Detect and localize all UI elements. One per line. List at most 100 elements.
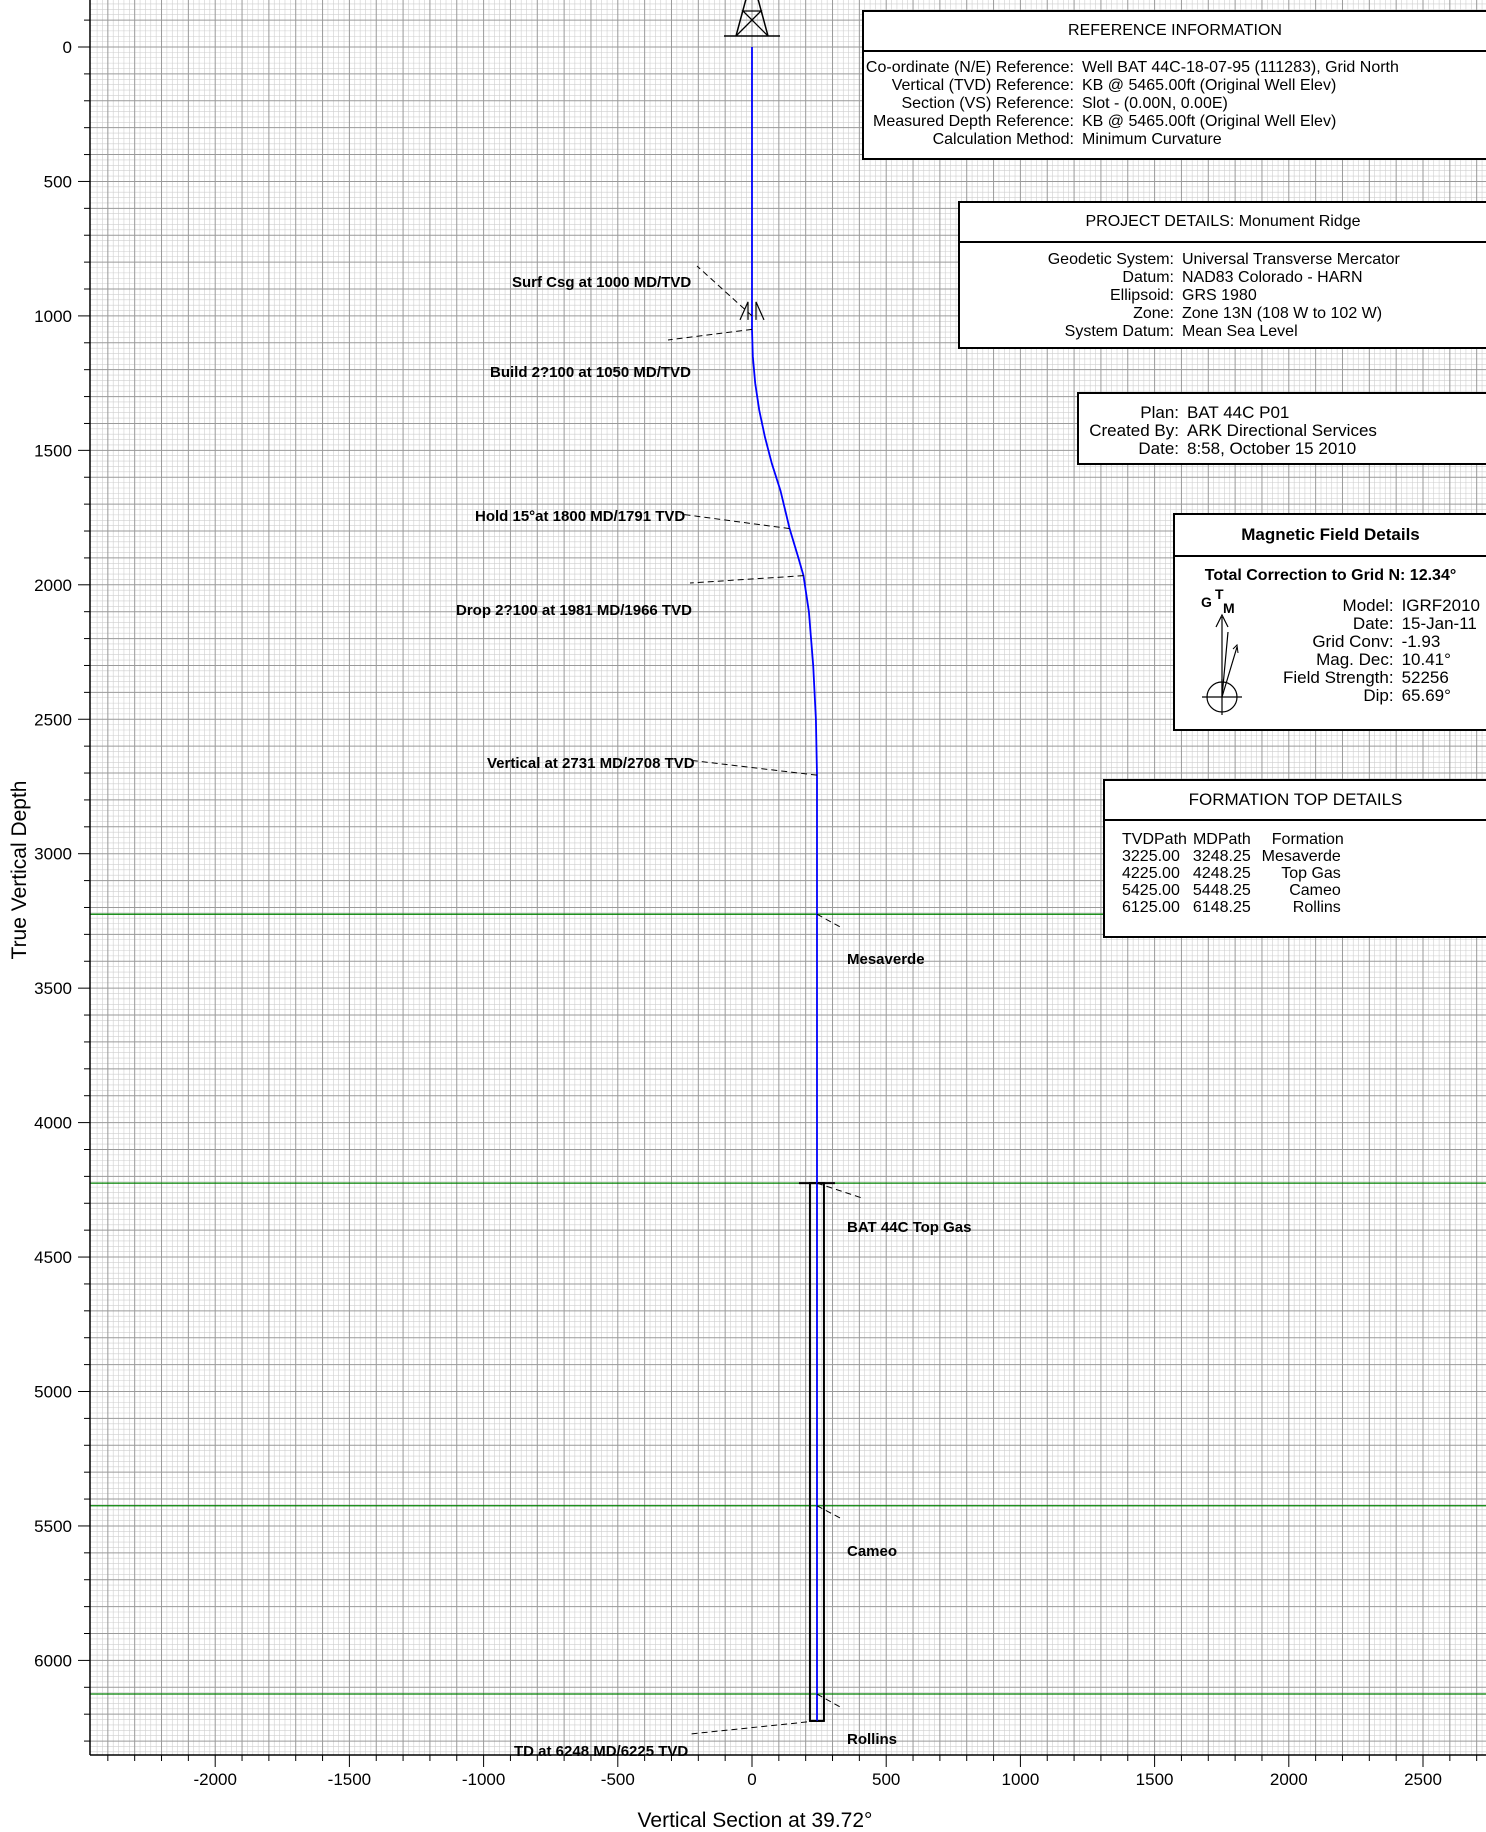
y-axis-title: True Vertical Depth [8, 781, 31, 960]
formation-top-cell: 5448.25 [1192, 882, 1251, 899]
y-tick-label: 3500 [34, 979, 72, 998]
x-tick-label: -2000 [193, 1770, 236, 1789]
magnetic-field-title: Magnetic Field Details [1175, 515, 1486, 557]
magnetic-field-box: Magnetic Field Details Total Correction … [1173, 513, 1486, 731]
derrick-brace [735, 10, 769, 37]
info-key: Zone: [1133, 305, 1174, 322]
info-key: Field Strength: [1283, 668, 1394, 687]
formation-top-row: 3225.00 3248.25 Mesaverde [1119, 848, 1344, 865]
x-tick-label: -1000 [462, 1770, 505, 1789]
info-row: Created By: ARK Directional Services [1079, 422, 1486, 440]
info-row: Calculation Method: Minimum Curvature [864, 131, 1486, 149]
info-key: Ellipsoid: [1109, 287, 1174, 304]
annotation-label: TD at 6248 MD/6225 TVD [514, 1743, 689, 1760]
surface-casing-shoe-right [755, 301, 765, 321]
x-tick-label: 500 [872, 1770, 900, 1789]
info-value: GRS 1980 [1182, 287, 1257, 304]
info-key: Calculation Method: [932, 131, 1074, 148]
info-value: 10.41° [1401, 650, 1451, 669]
y-tick-label: 3000 [34, 845, 72, 864]
info-key: Created By: [1089, 421, 1179, 440]
magnetic-field-rows: Model: IGRF2010 Date: 15-Jan-11 Grid Conv: -1… [1270, 597, 1480, 705]
formation-lines [90, 913, 1486, 1695]
info-value: 65.69° [1401, 686, 1451, 705]
annotation-label: Hold 15°at 1800 MD/1791 TVD [475, 508, 686, 525]
info-value: Slot - (0.00N, 0.00E) [1082, 95, 1228, 112]
info-value: 15-Jan-11 [1401, 614, 1477, 633]
info-row: Plan: BAT 44C P01 [1079, 404, 1486, 422]
axes: 0500100015002000250030003500400045005000… [34, 0, 1486, 1789]
formation-top-cell: Cameo [1289, 882, 1341, 899]
y-tick-label: 2000 [34, 576, 72, 595]
info-key: Grid Conv: [1312, 632, 1394, 651]
annotation-label: Build 2?100 at 1050 MD/TVD [490, 364, 691, 381]
info-row: Model: IGRF2010 [1270, 597, 1480, 615]
annotation-leader [816, 913, 843, 929]
x-tick-label: 2500 [1404, 1770, 1442, 1789]
x-tick-label: 1500 [1136, 1770, 1174, 1789]
formation-top-cell: 5425.00 [1122, 882, 1180, 899]
project-details-box: PROJECT DETAILS: Monument Ridge Geodetic… [958, 201, 1486, 349]
derrick-leg [757, 0, 769, 37]
info-row: System Datum: Mean Sea Level [960, 323, 1486, 341]
formation-top-cell: 4225.00 [1122, 865, 1180, 882]
formation-top-cell: 3225.00 [1122, 848, 1180, 865]
x-tick-label: 2000 [1270, 1770, 1308, 1789]
info-value: -1.93 [1401, 632, 1441, 651]
info-value: BAT 44C P01 [1187, 403, 1290, 422]
annotation-label: Surf Csg at 1000 MD/TVD [512, 274, 692, 291]
info-key: Model: [1342, 596, 1394, 615]
annotation-leaders [667, 265, 863, 1735]
info-value: Minimum Curvature [1082, 131, 1222, 148]
formation-top-cell: 3248.25 [1192, 848, 1251, 865]
info-key: Date: [1138, 439, 1179, 458]
derrick-leg [735, 0, 747, 37]
info-value: ARK Directional Services [1187, 421, 1377, 440]
formation-top-header-row: TVDPath MDPath Formation [1119, 831, 1344, 848]
formation-top-box: FORMATION TOP DETAILS TVDPath MDPath Forma… [1103, 779, 1486, 938]
info-key: Dip: [1363, 686, 1394, 705]
annotation-label: Drop 2?100 at 1981 MD/1966 TVD [456, 602, 692, 619]
formation-top-cell: 6148.25 [1192, 899, 1251, 916]
info-value: KB @ 5465.00ft (Original Well Elev) [1082, 113, 1337, 130]
formation-top-header: TVDPath [1122, 831, 1187, 848]
info-key: Geodetic System: [1047, 251, 1174, 268]
info-key: Section (VS) Reference: [901, 95, 1074, 112]
annotation-leader [816, 1182, 863, 1199]
info-value: Well BAT 44C-18-07-95 (111283), Grid Nor… [1082, 59, 1399, 76]
info-value: 52256 [1401, 668, 1449, 687]
plan-rows: Plan: BAT 44C P01 Created By: ARK Direction… [1079, 394, 1486, 458]
true-north-label: T [1215, 587, 1224, 602]
info-row: Date: 15-Jan-11 [1270, 615, 1480, 633]
info-row: Date: 8:58, October 15 2010 [1079, 440, 1486, 458]
annotation-leader [679, 513, 790, 530]
formation-top-body: 3225.00 3248.25 Mesaverde 4225.00 4248.25 Top… [1119, 848, 1344, 916]
surface-casing-shoe-left [739, 301, 749, 321]
x-tick-label: -500 [601, 1770, 635, 1789]
annotation-label: Cameo [847, 1543, 898, 1560]
y-tick-label: 6000 [34, 1651, 72, 1670]
info-key: Datum: [1122, 269, 1174, 286]
info-row: Mag. Dec: 10.41° [1270, 651, 1480, 669]
annotation-label: Mesaverde [847, 951, 925, 968]
formation-top-table: TVDPath MDPath Formation 3225.00 3248.25 Mes… [1119, 831, 1344, 916]
formation-top-title: FORMATION TOP DETAILS [1105, 781, 1486, 821]
well-path [751, 47, 818, 1721]
info-row: Grid Conv: -1.93 [1270, 633, 1480, 651]
info-row: Datum: NAD83 Colorado - HARN [960, 269, 1486, 287]
info-value: NAD83 Colorado - HARN [1182, 269, 1363, 286]
annotation-leader [689, 1720, 818, 1735]
y-tick-label: 500 [44, 172, 72, 191]
formation-top-cell: 6125.00 [1122, 899, 1180, 916]
grid-north-label: G [1201, 594, 1212, 610]
info-key: Date: [1352, 614, 1394, 633]
info-row: Dip: 65.69° [1270, 687, 1480, 705]
formation-top-row: 6125.00 6148.25 Rollins [1119, 899, 1344, 916]
info-value: KB @ 5465.00ft (Original Well Elev) [1082, 77, 1337, 94]
north-arrows-icon: G T M [1201, 587, 1242, 715]
reference-info-rows: Co-ordinate (N/E) Reference: Well BAT 44C… [864, 52, 1486, 149]
annotation-label: Rollins [847, 1731, 898, 1748]
info-key: Mag. Dec: [1316, 650, 1394, 669]
info-key: System Datum: [1064, 323, 1174, 340]
info-row: Zone: Zone 13N (108 W to 102 W) [960, 305, 1486, 323]
